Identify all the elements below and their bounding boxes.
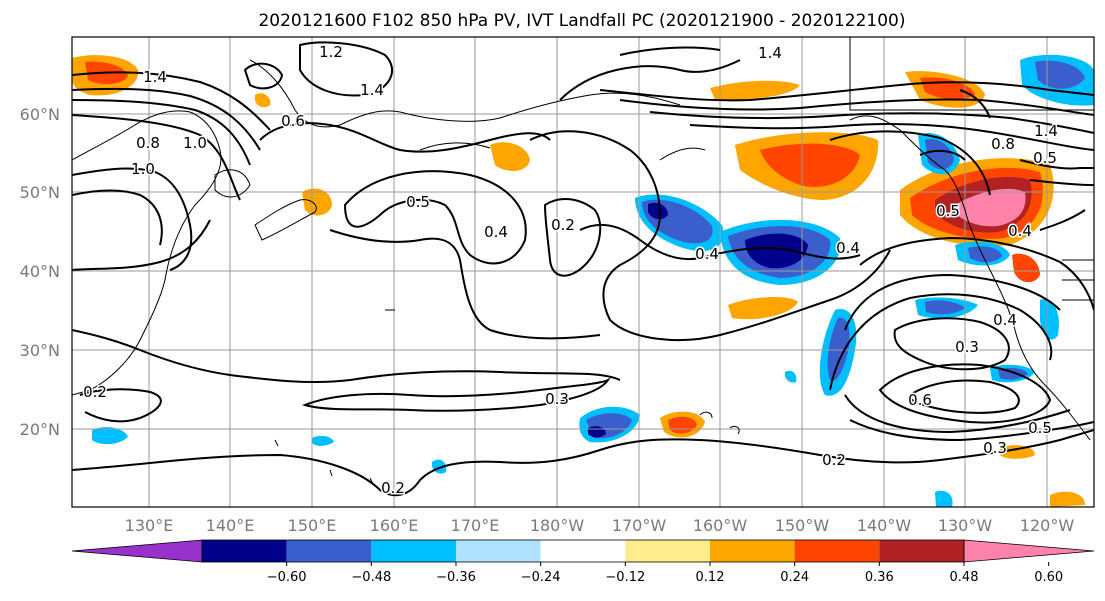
colorbar-tick-label: −0.48 <box>351 570 391 585</box>
lon-label: 170°E <box>451 516 500 535</box>
lon-label: 160°W <box>693 516 748 535</box>
colorbar-bin <box>540 540 626 562</box>
contour-label: 0.5 <box>1033 149 1057 167</box>
contour-label: 1.4 <box>758 44 782 62</box>
contour-label: 0.5 <box>936 202 960 220</box>
colorbar-extend-high <box>963 539 1095 563</box>
positive-anomaly-patch <box>760 143 860 187</box>
positive-anomaly-patch <box>955 188 1026 227</box>
colorbar: −0.60 −0.48 −0.36 −0.24 −0.12 0.12 0.24 0.36 0.4… <box>71 539 1095 585</box>
contour-label: 0.8 <box>991 135 1015 153</box>
colorbar-extend-low <box>71 539 203 563</box>
contour-label: 0.2 <box>822 451 846 469</box>
lon-label: 150°W <box>775 516 830 535</box>
contour-label: 1.0 <box>183 134 207 152</box>
colorbar-bin <box>202 540 287 562</box>
contour-label: 0.6 <box>908 391 932 409</box>
lat-label: 30°N <box>20 341 60 360</box>
contour-label: 0.4 <box>993 311 1017 329</box>
colorbar-tick-label: −0.12 <box>605 570 645 585</box>
colorbar-frame <box>201 539 965 563</box>
contour-label: 0.2 <box>551 216 575 234</box>
negative-anomaly-patch <box>968 246 1002 263</box>
contour-label: 0.4 <box>1008 222 1032 240</box>
contour-label: 0.2 <box>83 383 107 401</box>
negative-anomaly-patch <box>745 233 808 269</box>
colorbar-bin <box>794 540 880 562</box>
contour-label: 1.0 <box>131 160 155 178</box>
contour-label: 1.4 <box>360 81 384 99</box>
contour-label: 0.2 <box>381 479 405 497</box>
positive-anomaly-patch <box>728 296 798 320</box>
colorbar-bin <box>879 540 964 562</box>
positive-anomaly-patch <box>710 80 800 100</box>
colorbar-tick-label: 0.24 <box>780 570 809 585</box>
lon-label: 180°W <box>530 516 585 535</box>
positive-anomaly-patch <box>255 93 271 108</box>
lat-label: 40°N <box>20 262 60 281</box>
negative-anomaly-patch <box>935 490 953 507</box>
negative-anomaly-patch <box>312 435 334 446</box>
negative-anomaly-patch <box>785 370 797 383</box>
contour-labels: 1.2 1.4 1.4 1.4 0.8 1.0 1.0 0.6 0.5 0.4 … <box>82 42 1060 499</box>
lon-label: 130°W <box>938 516 993 535</box>
map-area: 1.2 1.4 1.4 1.4 0.8 1.0 1.0 0.6 0.5 0.4 … <box>72 37 1094 507</box>
colorbar-bin <box>710 540 795 562</box>
latitude-labels: 60°N 50°N 40°N 30°N 20°N <box>20 105 60 439</box>
colorbar-tick-label: 0.60 <box>1034 570 1063 585</box>
colorbar-tick-label: 0.48 <box>950 570 979 585</box>
contour-label: 1.4 <box>1034 122 1058 140</box>
negative-anomaly-patch <box>1040 299 1059 340</box>
contour-label: 0.3 <box>545 390 569 408</box>
colorbar-tick-label: 0.12 <box>696 570 725 585</box>
lon-label: 150°E <box>288 516 337 535</box>
lon-label: 160°E <box>370 516 419 535</box>
lon-label: 170°W <box>612 516 667 535</box>
negative-anomaly-patch <box>827 317 850 381</box>
contour-label: 0.5 <box>406 193 430 211</box>
colorbar-tick-label: 0.36 <box>865 570 894 585</box>
negative-anomaly-patch <box>925 300 965 315</box>
contour-label: 0.4 <box>484 223 508 241</box>
contour-label: 0.3 <box>955 338 979 356</box>
colorbar-bin <box>371 540 456 562</box>
colorbar-bin <box>456 540 541 562</box>
lat-label: 20°N <box>20 420 60 439</box>
colorbar-tick-label: −0.24 <box>521 570 561 585</box>
contour-label: 1.2 <box>319 43 343 61</box>
colorbar-bin <box>286 540 372 562</box>
lon-label: 140°E <box>206 516 255 535</box>
negative-anomaly-patch <box>92 427 128 445</box>
contour-label: 0.4 <box>836 239 860 257</box>
lon-label: 120°W <box>1020 516 1075 535</box>
lat-label: 60°N <box>20 105 60 124</box>
lon-label: 130°E <box>125 516 174 535</box>
positive-anomaly-patch <box>1000 445 1035 459</box>
positive-anomaly-patch <box>302 188 332 216</box>
negative-anomaly-patch <box>925 139 954 170</box>
colorbar-tick-label: −0.60 <box>267 570 307 585</box>
positive-anomaly-patch <box>1012 253 1040 283</box>
coastlines <box>72 37 1094 485</box>
longitude-labels: 130°E 140°E 150°E 160°E 170°E 180°W 170°… <box>125 516 1075 535</box>
contour-label: 0.6 <box>281 112 305 130</box>
contour-label: 0.4 <box>695 245 719 263</box>
pv-contours <box>72 41 1094 497</box>
contour-label: 1.4 <box>143 68 167 86</box>
positive-anomaly-patch <box>490 142 530 172</box>
contour-label: 0.3 <box>983 439 1007 457</box>
negative-anomaly-patch <box>648 202 668 220</box>
colorbar-bin <box>625 540 710 562</box>
map-frame <box>71 36 1095 508</box>
colorbar-tick-label: −0.36 <box>436 570 476 585</box>
map-title: 2020121600 F102 850 hPa PV, IVT Landfall… <box>258 11 905 31</box>
lat-label: 50°N <box>20 183 60 202</box>
contour-label: 0.8 <box>136 134 160 152</box>
positive-anomaly-patch <box>1050 491 1085 507</box>
lon-label: 140°W <box>857 516 912 535</box>
contour-label: 0.5 <box>1028 419 1052 437</box>
